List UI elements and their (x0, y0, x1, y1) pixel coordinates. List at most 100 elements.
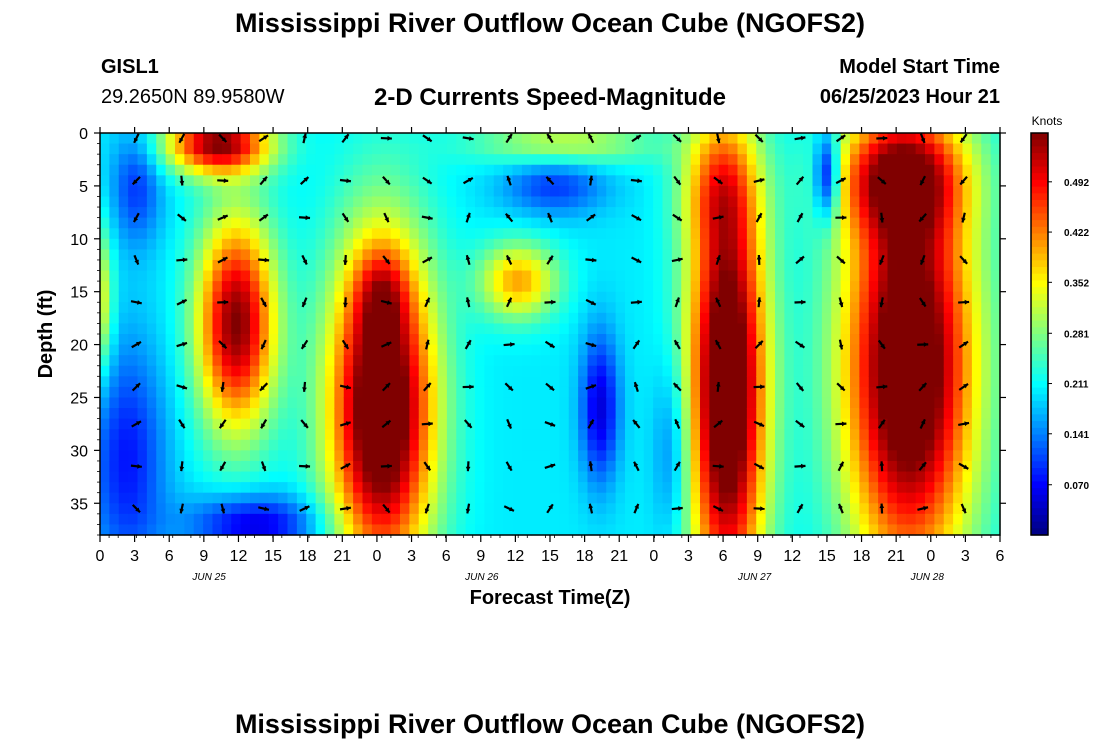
heatmap-cell (446, 386, 457, 399)
heatmap-cell (306, 524, 317, 536)
heatmap-cell (109, 513, 120, 526)
heatmap-cell (250, 408, 260, 420)
heatmap-cell (878, 376, 889, 388)
heatmap-cell (934, 143, 945, 155)
heatmap-cell (531, 439, 542, 451)
x-tick-label: 15 (541, 548, 559, 565)
heatmap-cell (540, 450, 551, 462)
heatmap-cell (596, 281, 607, 293)
colorbar-tick-label: 0.211 (1064, 380, 1089, 391)
heatmap-cell (175, 460, 185, 473)
heatmap-cell (296, 365, 307, 377)
heatmap-cell (962, 460, 973, 473)
heatmap-cell (850, 355, 860, 367)
heatmap-cell (493, 312, 504, 325)
heatmap-cell (418, 143, 429, 155)
heatmap-cell (418, 323, 429, 335)
heatmap-cell (765, 408, 776, 420)
heatmap-cell (118, 492, 129, 504)
heatmap-cell (268, 185, 279, 198)
heatmap-cell (268, 439, 279, 451)
current-arrow-head (588, 461, 594, 466)
colorbar-segment (1031, 474, 1048, 482)
heatmap-cell (915, 238, 926, 250)
heatmap-cell (465, 164, 476, 176)
heatmap-cell (118, 217, 129, 229)
heatmap-cell (221, 281, 232, 293)
heatmap-cell (887, 175, 898, 187)
heatmap-cell (606, 334, 617, 346)
heatmap-cell (793, 302, 804, 314)
heatmap-cell (193, 281, 204, 293)
heatmap-cell (456, 397, 467, 409)
heatmap-cell (175, 323, 185, 335)
heatmap-cell (484, 460, 495, 473)
heatmap-cell (737, 196, 748, 208)
heatmap-cell (643, 471, 654, 483)
heatmap-cell (409, 238, 420, 250)
heatmap-cell (878, 492, 889, 504)
heatmap-cell (343, 228, 354, 240)
current-arrow-head (262, 176, 267, 182)
heatmap-cell (381, 513, 392, 526)
heatmap-cell (109, 344, 120, 356)
heatmap-cell (531, 503, 542, 515)
heatmap-cell (793, 238, 804, 250)
heatmap-cell (756, 344, 767, 356)
heatmap-cell (859, 154, 870, 166)
heatmap-cell (662, 524, 673, 536)
heatmap-cell (643, 249, 654, 261)
heatmap-cell (775, 460, 785, 473)
current-arrow-head (551, 299, 556, 305)
heatmap-cell (221, 133, 232, 145)
current-arrow-head (842, 215, 847, 220)
heatmap-cell (559, 259, 570, 272)
heatmap-cell (765, 291, 776, 303)
heatmap-cell (681, 302, 692, 314)
heatmap-cell (465, 270, 476, 282)
heatmap-cell (521, 365, 532, 377)
heatmap-cell (428, 513, 439, 526)
current-arrow-head (919, 216, 924, 222)
heatmap-cell (296, 238, 307, 250)
heatmap-cell (943, 355, 954, 367)
heatmap-cell (465, 249, 476, 261)
heatmap-cell (268, 323, 279, 335)
heatmap-cell (465, 397, 476, 409)
heatmap-cell (503, 450, 514, 462)
heatmap-cell (587, 228, 598, 240)
heatmap-cell (765, 302, 776, 314)
heatmap-cell (821, 386, 832, 399)
heatmap-cell (868, 154, 879, 166)
heatmap-cell (578, 238, 589, 250)
heatmap-cell (100, 513, 110, 526)
heatmap-cell (437, 164, 448, 176)
heatmap-cell (165, 164, 176, 176)
heatmap-cell (325, 344, 335, 356)
heatmap-cell (437, 418, 448, 430)
y-tick-label: 5 (79, 179, 88, 196)
heatmap-cell (868, 492, 879, 504)
heatmap-cell (625, 143, 635, 155)
heatmap-cell (981, 164, 992, 176)
heatmap-cell (409, 524, 420, 536)
heatmap-cell (109, 164, 120, 176)
current-arrow-head (637, 178, 642, 184)
heatmap-cell (896, 408, 907, 420)
heatmap-cell (953, 196, 964, 208)
heatmap-cell (784, 270, 795, 282)
heatmap-cell (596, 503, 607, 515)
heatmap-cell (615, 312, 626, 325)
heatmap-cell (446, 323, 457, 335)
heatmap-cell (109, 281, 120, 293)
heatmap-cell (343, 450, 354, 462)
heatmap-cell (550, 133, 560, 145)
x-tick-label: 0 (372, 548, 381, 565)
heatmap-cell (746, 281, 757, 293)
heatmap-cell (653, 196, 664, 208)
heatmap-cell (418, 217, 429, 229)
heatmap-cell (278, 450, 289, 462)
current-arrow-head (384, 217, 389, 223)
chart-title: Mississippi River Outflow Ocean Cube (NG… (234, 8, 866, 38)
heatmap-cell (278, 217, 289, 229)
